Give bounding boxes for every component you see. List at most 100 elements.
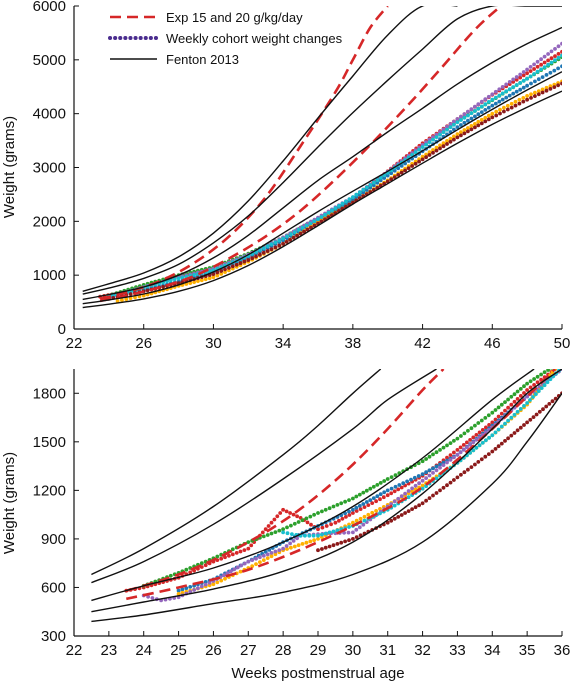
cohort-point xyxy=(525,381,529,386)
cohort-point xyxy=(525,67,529,72)
cohort-point xyxy=(546,62,550,67)
y-axis-title-bottom: Weight (grams) xyxy=(1,452,18,554)
cohort-point xyxy=(358,516,363,521)
cohort-point xyxy=(351,496,355,501)
cohort-point xyxy=(304,223,309,228)
x-tick-label: 30 xyxy=(205,335,222,352)
cohort-point xyxy=(326,210,331,215)
cohort-point xyxy=(269,551,274,555)
cohort-point xyxy=(518,87,523,92)
cohort-point xyxy=(560,359,564,363)
cohort-point xyxy=(188,585,193,589)
cohort-point xyxy=(546,369,550,372)
cohort-point xyxy=(389,486,394,491)
cohort-point xyxy=(438,146,442,151)
cohort-point xyxy=(281,530,285,535)
cohort-point xyxy=(517,101,522,106)
cohort-point xyxy=(323,212,327,217)
cohort-point xyxy=(258,560,262,564)
cohort-point xyxy=(431,471,435,475)
cohort-point xyxy=(539,57,543,62)
cohort-point xyxy=(438,488,442,493)
cohort-point xyxy=(476,421,481,425)
cohort-point xyxy=(246,559,251,564)
cohort-point xyxy=(296,520,301,524)
cohort-point xyxy=(161,284,166,289)
cohort-point xyxy=(549,60,554,65)
x-tick-label: 31 xyxy=(379,642,396,659)
cohort-point xyxy=(192,272,197,277)
cohort-point xyxy=(358,533,363,538)
cohort-point xyxy=(368,498,373,502)
cohort-point xyxy=(427,140,432,145)
cohort-point xyxy=(230,547,235,552)
cohort-point xyxy=(261,246,266,251)
y-tick-label: 1000 xyxy=(33,267,66,284)
cohort-point xyxy=(525,76,529,81)
cohort-point xyxy=(288,238,292,242)
cohort-point xyxy=(549,56,554,61)
cohort-point xyxy=(307,533,312,538)
cohort-point xyxy=(503,400,507,404)
cohort-point xyxy=(427,153,432,157)
cohort-point xyxy=(361,490,366,495)
y-tick-label: 0 xyxy=(58,321,66,338)
cohort-point xyxy=(361,502,366,506)
cohort-point xyxy=(560,369,562,370)
cohort-point xyxy=(476,119,481,124)
cohort-point xyxy=(258,555,262,560)
cohort-point xyxy=(176,588,181,593)
x-tick-label: 46 xyxy=(484,335,501,352)
cohort-point xyxy=(493,89,498,94)
cohort-point xyxy=(486,105,491,110)
cohort-point xyxy=(281,527,285,532)
cohort-point xyxy=(219,556,224,561)
cohort-point xyxy=(288,511,292,515)
cohort-point xyxy=(525,401,529,405)
cohort-point xyxy=(496,444,501,449)
cohort-point xyxy=(431,466,435,471)
cohort-point xyxy=(525,394,529,399)
cohort-point xyxy=(441,144,446,149)
cohort-point xyxy=(515,409,520,414)
exp-growth-curve xyxy=(126,369,556,601)
cohort-point xyxy=(300,225,305,230)
cohort-point xyxy=(396,173,401,177)
cohort-point xyxy=(434,491,439,495)
cohort-point xyxy=(528,74,533,79)
y-tick-label: 900 xyxy=(41,531,66,548)
cohort-point xyxy=(238,569,243,574)
cohort-point xyxy=(518,394,523,398)
cohort-point xyxy=(469,465,474,469)
cohort-point xyxy=(219,272,224,276)
cohort-point xyxy=(335,528,340,533)
cohort-point xyxy=(473,114,477,119)
cohort-point xyxy=(556,55,561,60)
x-axis-title-bottom: Weeks postmenstrual age xyxy=(231,665,404,682)
x-tick-label: 26 xyxy=(135,335,152,352)
cohort-point xyxy=(351,530,355,535)
chart-panel-bottom: 22 23 24 25 26 27 28 29 30 31 32 33 34 35 36 300 600 900 1… xyxy=(1,359,570,682)
cohort-point xyxy=(496,414,501,419)
cohort-point xyxy=(351,520,355,525)
cohort-point xyxy=(347,538,351,543)
cohort-point xyxy=(506,436,510,441)
cohort-point xyxy=(445,139,449,143)
cohort-point xyxy=(327,506,332,511)
cohort-point xyxy=(540,75,545,79)
cohort-point xyxy=(403,491,407,496)
x-tick-label: 35 xyxy=(519,642,536,659)
y-tick-label: 1500 xyxy=(33,434,66,451)
cohort-point xyxy=(473,125,477,130)
cohort-point xyxy=(203,580,208,584)
fenton-curve xyxy=(91,369,437,584)
cohort-point xyxy=(188,570,193,575)
y-tick-label: 6000 xyxy=(33,0,66,15)
cohort-point xyxy=(556,52,561,56)
cohort-point xyxy=(413,161,418,166)
cohort-point xyxy=(291,539,296,543)
cohort-point xyxy=(406,166,411,171)
cohort-point xyxy=(320,509,324,514)
cohort-point xyxy=(484,438,488,443)
